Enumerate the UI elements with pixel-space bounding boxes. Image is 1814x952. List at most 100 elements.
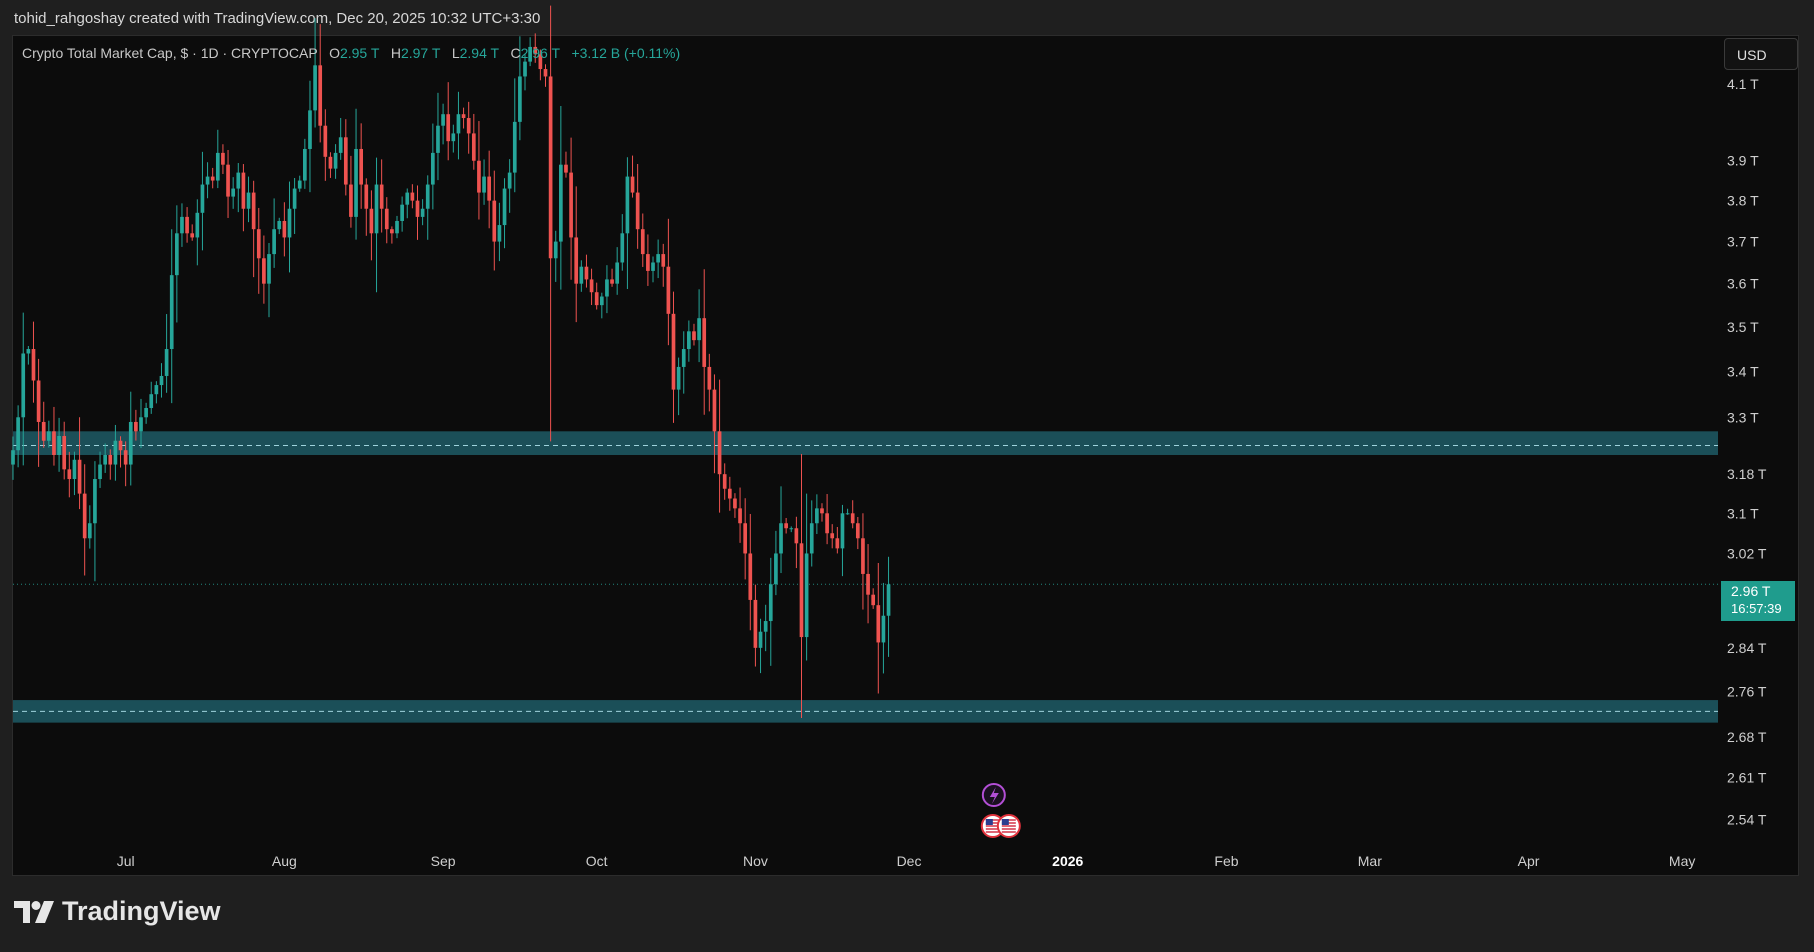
candle-body xyxy=(180,216,184,234)
candle-body xyxy=(364,184,369,209)
candle-body xyxy=(400,204,404,221)
candle-body xyxy=(835,538,840,549)
candle-body xyxy=(707,366,712,390)
candle-body xyxy=(512,121,517,173)
candle-body xyxy=(323,125,328,157)
candle-body xyxy=(154,385,159,395)
open-value: 2.95 T xyxy=(339,45,380,61)
candle-body xyxy=(784,523,788,529)
price-tick-label: 3.1 T xyxy=(1727,505,1759,521)
candle-body xyxy=(52,431,56,455)
candle-body xyxy=(328,156,333,169)
candle-body xyxy=(308,110,312,149)
time-tick-label: Dec xyxy=(897,853,922,869)
candle-body xyxy=(574,237,579,284)
candle-body xyxy=(93,479,97,524)
candle-body xyxy=(251,192,256,230)
candle-body xyxy=(374,184,379,234)
candles-layer xyxy=(11,5,891,718)
candle-body xyxy=(487,176,492,201)
candle-body xyxy=(313,65,317,111)
candle-body xyxy=(733,498,737,509)
candle-body xyxy=(21,353,26,418)
candle-body xyxy=(379,184,384,209)
candle-body xyxy=(139,417,143,432)
candle-body xyxy=(651,262,655,271)
candle-body xyxy=(866,573,870,595)
price-tick-label: 2.84 T xyxy=(1727,640,1767,656)
candle-body xyxy=(794,528,799,544)
candle-body xyxy=(359,148,364,185)
currency-button[interactable]: USD xyxy=(1724,38,1798,70)
candle-body xyxy=(343,137,348,185)
candle-body xyxy=(876,605,881,643)
event-markers xyxy=(980,783,1021,838)
price-tick-label: 3.7 T xyxy=(1727,234,1759,250)
symbol-legend[interactable]: Crypto Total Market Cap, $ · 1D · CRYPTO… xyxy=(22,45,680,61)
candle-body xyxy=(676,366,681,390)
candle-body xyxy=(666,266,671,314)
candle-body xyxy=(477,160,481,193)
candle-body xyxy=(830,533,835,539)
candle-body xyxy=(205,176,210,185)
tradingview-logo[interactable]: TradingView xyxy=(14,896,221,927)
candle-body xyxy=(272,229,276,255)
candle-body xyxy=(779,523,783,554)
price-tick-label: 2.76 T xyxy=(1727,684,1767,700)
candle-body xyxy=(528,46,532,62)
candle-body xyxy=(569,172,573,238)
candle-body xyxy=(262,258,266,284)
candle-body xyxy=(134,421,138,432)
us-flag-icon xyxy=(996,814,1021,838)
candle-body xyxy=(656,254,660,263)
candle-body xyxy=(410,192,415,201)
support-resistance-zone xyxy=(13,700,1718,723)
candle-body xyxy=(599,296,604,306)
candle-body xyxy=(615,262,620,284)
time-tick-label: Oct xyxy=(586,853,608,869)
candle-body xyxy=(497,225,502,242)
candle-body xyxy=(384,208,389,230)
price-tick-label: 2.61 T xyxy=(1727,770,1767,786)
candle-body xyxy=(743,523,748,554)
candle-body xyxy=(241,172,246,209)
time-axis: Jul Aug Sep Oct Nov Dec 2026 Feb Mar Apr May xyxy=(117,853,1696,869)
flag-canton xyxy=(985,819,993,825)
lightning-icon xyxy=(981,783,1006,807)
candle-body xyxy=(564,164,568,173)
candle-body xyxy=(169,275,174,350)
price-tick-label: 3.4 T xyxy=(1727,363,1759,379)
candle-body xyxy=(687,331,691,350)
candle-body xyxy=(292,188,297,209)
candle-body xyxy=(451,133,456,142)
candle-body xyxy=(446,114,451,142)
candle-body xyxy=(57,436,61,455)
candle-body xyxy=(523,61,527,77)
time-tick-label: Apr xyxy=(1518,853,1540,869)
low-value: 2.94 T xyxy=(459,45,499,61)
candle-body xyxy=(646,254,650,271)
candle-body xyxy=(763,621,768,632)
candle-body xyxy=(297,180,302,189)
candle-body xyxy=(349,184,353,217)
candle-body xyxy=(190,233,195,238)
last-price-badge: 2.96 T 16:57:39 xyxy=(1721,581,1795,621)
candle-body xyxy=(697,318,701,341)
candle-body xyxy=(200,184,205,213)
open-label: O xyxy=(329,45,340,61)
candle-body xyxy=(77,459,82,494)
time-tick-label: Jul xyxy=(117,853,135,869)
candle-body xyxy=(640,229,645,255)
candle-body xyxy=(436,125,440,153)
candle-body xyxy=(692,331,696,341)
time-tick-label: 2026 xyxy=(1052,853,1083,869)
candle-body xyxy=(41,421,46,441)
candle-body xyxy=(855,523,860,539)
price-tick-label: 2.68 T xyxy=(1727,729,1767,745)
candle-body xyxy=(287,208,292,238)
candle-body xyxy=(98,464,102,480)
candle-body xyxy=(840,513,845,549)
candle-body xyxy=(727,488,732,499)
bar-countdown: 16:57:39 xyxy=(1731,601,1782,616)
